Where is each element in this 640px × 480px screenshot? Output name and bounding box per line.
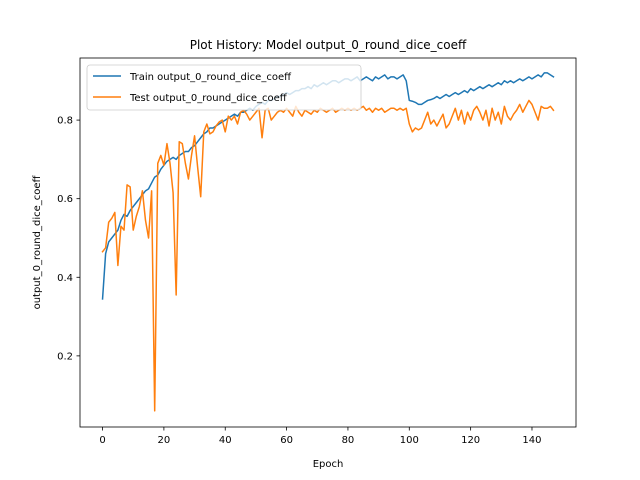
x-tick-label: 60 <box>280 435 293 446</box>
y-tick-label: 0.8 <box>57 116 73 127</box>
y-tick-label: 0.6 <box>57 194 73 205</box>
x-tick-label: 0 <box>99 435 105 446</box>
legend-label-train: Train output_0_round_dice_coeff <box>129 72 292 83</box>
x-tick-label: 100 <box>400 435 419 446</box>
x-tick-label: 80 <box>342 435 355 446</box>
y-tick-label: 0.2 <box>57 351 73 362</box>
legend: Train output_0_round_dice_coeff Test out… <box>86 64 362 111</box>
x-axis: 0 20 40 60 80 100 120 140 <box>99 427 542 446</box>
x-tick-label: 140 <box>522 435 541 446</box>
x-tick-label: 120 <box>461 435 480 446</box>
series-line-test <box>101 99 555 412</box>
y-tick-label: 0.4 <box>57 273 73 284</box>
x-tick-label: 20 <box>158 435 171 446</box>
axes-frame <box>79 57 577 428</box>
x-tick-label: 40 <box>219 435 232 446</box>
legend-label-test: Test output_0_round_dice_coeff <box>129 93 288 104</box>
x-axis-label: Epoch <box>313 459 344 470</box>
legend-box <box>86 64 362 111</box>
chart-title: Plot History: Model output_0_round_dice_… <box>190 38 467 52</box>
y-axis: 0.2 0.4 0.6 0.8 <box>57 116 80 362</box>
y-axis-label: output_0_round_dice_coeff <box>32 174 43 309</box>
